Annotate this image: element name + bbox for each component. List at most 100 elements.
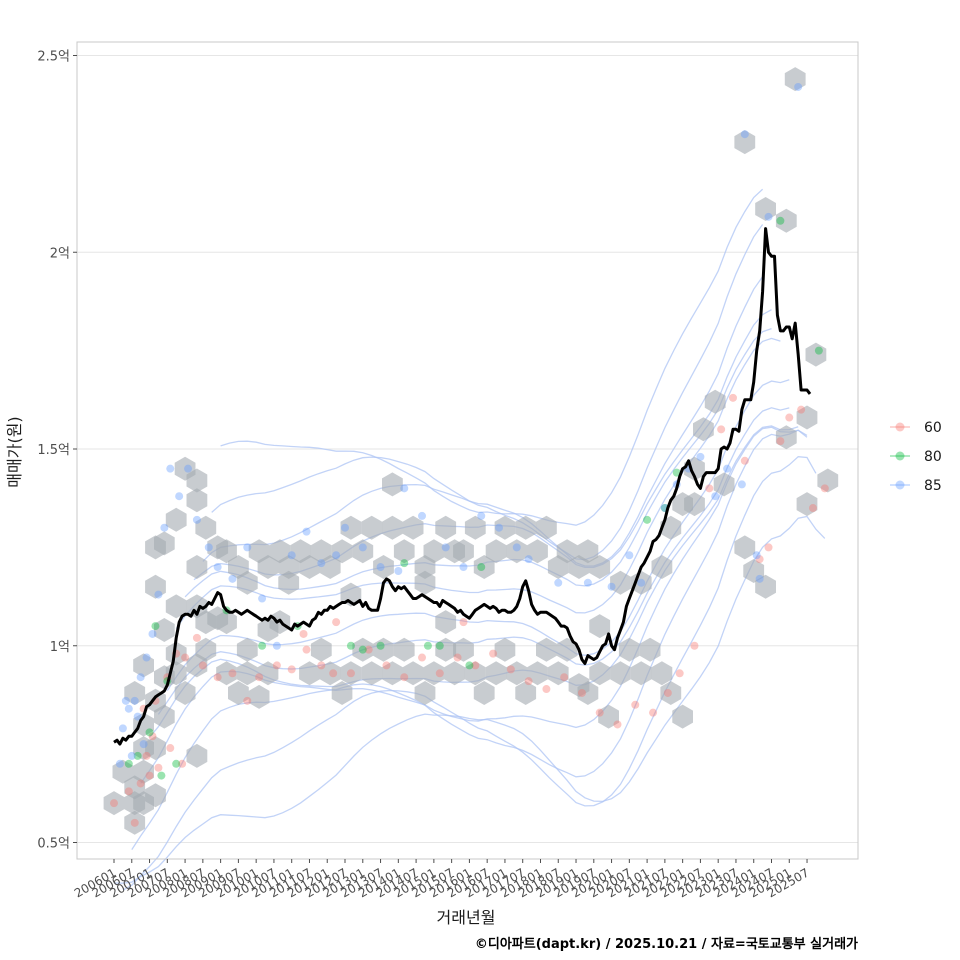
- hexbin-cell: [435, 515, 457, 540]
- point-85: [477, 511, 486, 520]
- hexbin-cell: [382, 661, 403, 686]
- hexbin-cell: [494, 515, 516, 540]
- hexbin-cell: [435, 637, 457, 662]
- point-60: [631, 700, 640, 709]
- point-80: [400, 559, 409, 568]
- hexbin-cell: [278, 555, 300, 579]
- point-60: [213, 673, 222, 682]
- hexbin-cell: [393, 637, 415, 662]
- hexbin-cell: [589, 614, 611, 639]
- hexbin-cell: [165, 641, 187, 666]
- point-85: [441, 543, 450, 552]
- hexbin-cell: [216, 610, 237, 635]
- point-85: [184, 464, 193, 473]
- point-85: [341, 523, 350, 532]
- point-85: [696, 452, 705, 461]
- hexbin-cell: [734, 535, 756, 560]
- point-60: [471, 661, 480, 670]
- hexbin-cell: [145, 535, 166, 560]
- hexbin-cell: [651, 555, 673, 579]
- point-80: [465, 661, 474, 670]
- point-60: [728, 393, 737, 402]
- point-60: [178, 759, 187, 768]
- hexbin-cell: [124, 681, 146, 705]
- hexbin-cell: [755, 197, 776, 221]
- hexbin-cell: [228, 681, 249, 705]
- hexbin-cell: [319, 555, 341, 579]
- hexbin-cell: [340, 661, 362, 686]
- point-85: [302, 527, 311, 536]
- point-60: [148, 732, 157, 741]
- hexbin-cell: [186, 555, 208, 579]
- point-85: [418, 511, 427, 520]
- hexbin-cell: [610, 570, 631, 595]
- y-tick-label: 1억: [50, 640, 70, 655]
- point-80: [643, 515, 652, 524]
- hexbin-cell: [340, 515, 362, 540]
- density-contour: [211, 224, 764, 561]
- hexbin-cell: [473, 555, 495, 579]
- hexbin-cell: [547, 661, 569, 686]
- hexbin-cell: [527, 661, 548, 686]
- hexbin-cell: [423, 661, 445, 686]
- point-60: [740, 456, 749, 465]
- point-80: [172, 759, 181, 768]
- hexbin-cell: [796, 492, 818, 517]
- point-80: [124, 759, 133, 768]
- hexbin-cell: [464, 661, 486, 686]
- scatter-layer: [110, 82, 829, 827]
- hexbin-cell: [393, 539, 415, 564]
- y-axis-ticks: 0.5억 1억 1.5억 2억 2.5억: [37, 50, 77, 852]
- hexbin-cell: [589, 661, 611, 686]
- point-80: [145, 728, 154, 737]
- point-85: [317, 559, 326, 568]
- point-85: [376, 563, 385, 572]
- point-85: [737, 480, 746, 489]
- hexbin-cell: [257, 618, 279, 642]
- point-85: [512, 543, 521, 552]
- legend-key-85: [895, 480, 905, 490]
- hexbin-cell: [660, 681, 682, 705]
- hexbin-cell: [299, 555, 320, 579]
- hexbin-cell: [784, 67, 806, 92]
- hexbin-cell: [382, 515, 403, 540]
- density-contour: [113, 515, 826, 884]
- point-85: [400, 484, 409, 493]
- hexbin-cell: [556, 637, 578, 662]
- hexbin-cell: [485, 539, 507, 564]
- hexbin-cell: [186, 743, 208, 768]
- point-85: [272, 641, 281, 650]
- hexbin-cell: [248, 684, 270, 709]
- point-85: [118, 724, 127, 733]
- hexbin-cell: [133, 712, 154, 737]
- point-60: [346, 669, 355, 678]
- point-60: [808, 504, 817, 513]
- point-60: [577, 688, 586, 697]
- point-85: [637, 578, 646, 587]
- point-80: [133, 751, 142, 760]
- point-85: [213, 563, 222, 572]
- hexbin-cell: [133, 736, 154, 761]
- point-80: [423, 641, 432, 650]
- legend: 60 80 85: [890, 420, 942, 494]
- hexbin-cell: [145, 574, 166, 599]
- point-60: [705, 484, 714, 493]
- point-85: [258, 594, 267, 603]
- hexbin-cell: [195, 515, 217, 540]
- hexbin-cell: [536, 637, 557, 662]
- point-85: [166, 464, 175, 473]
- hexbin-cell: [361, 515, 383, 540]
- point-60: [130, 818, 139, 827]
- point-85: [764, 212, 773, 221]
- hexbin-cell: [775, 425, 797, 450]
- hexbin-cell: [165, 507, 187, 532]
- hexbin-cell: [639, 637, 661, 662]
- y-tick-label: 2.5억: [37, 50, 70, 65]
- density-contour: [166, 379, 790, 692]
- hexbin-cell: [165, 594, 187, 619]
- density-contour: [131, 429, 808, 850]
- hexbin-cell: [618, 637, 640, 662]
- point-60: [110, 799, 118, 808]
- panel-border: [76, 41, 859, 860]
